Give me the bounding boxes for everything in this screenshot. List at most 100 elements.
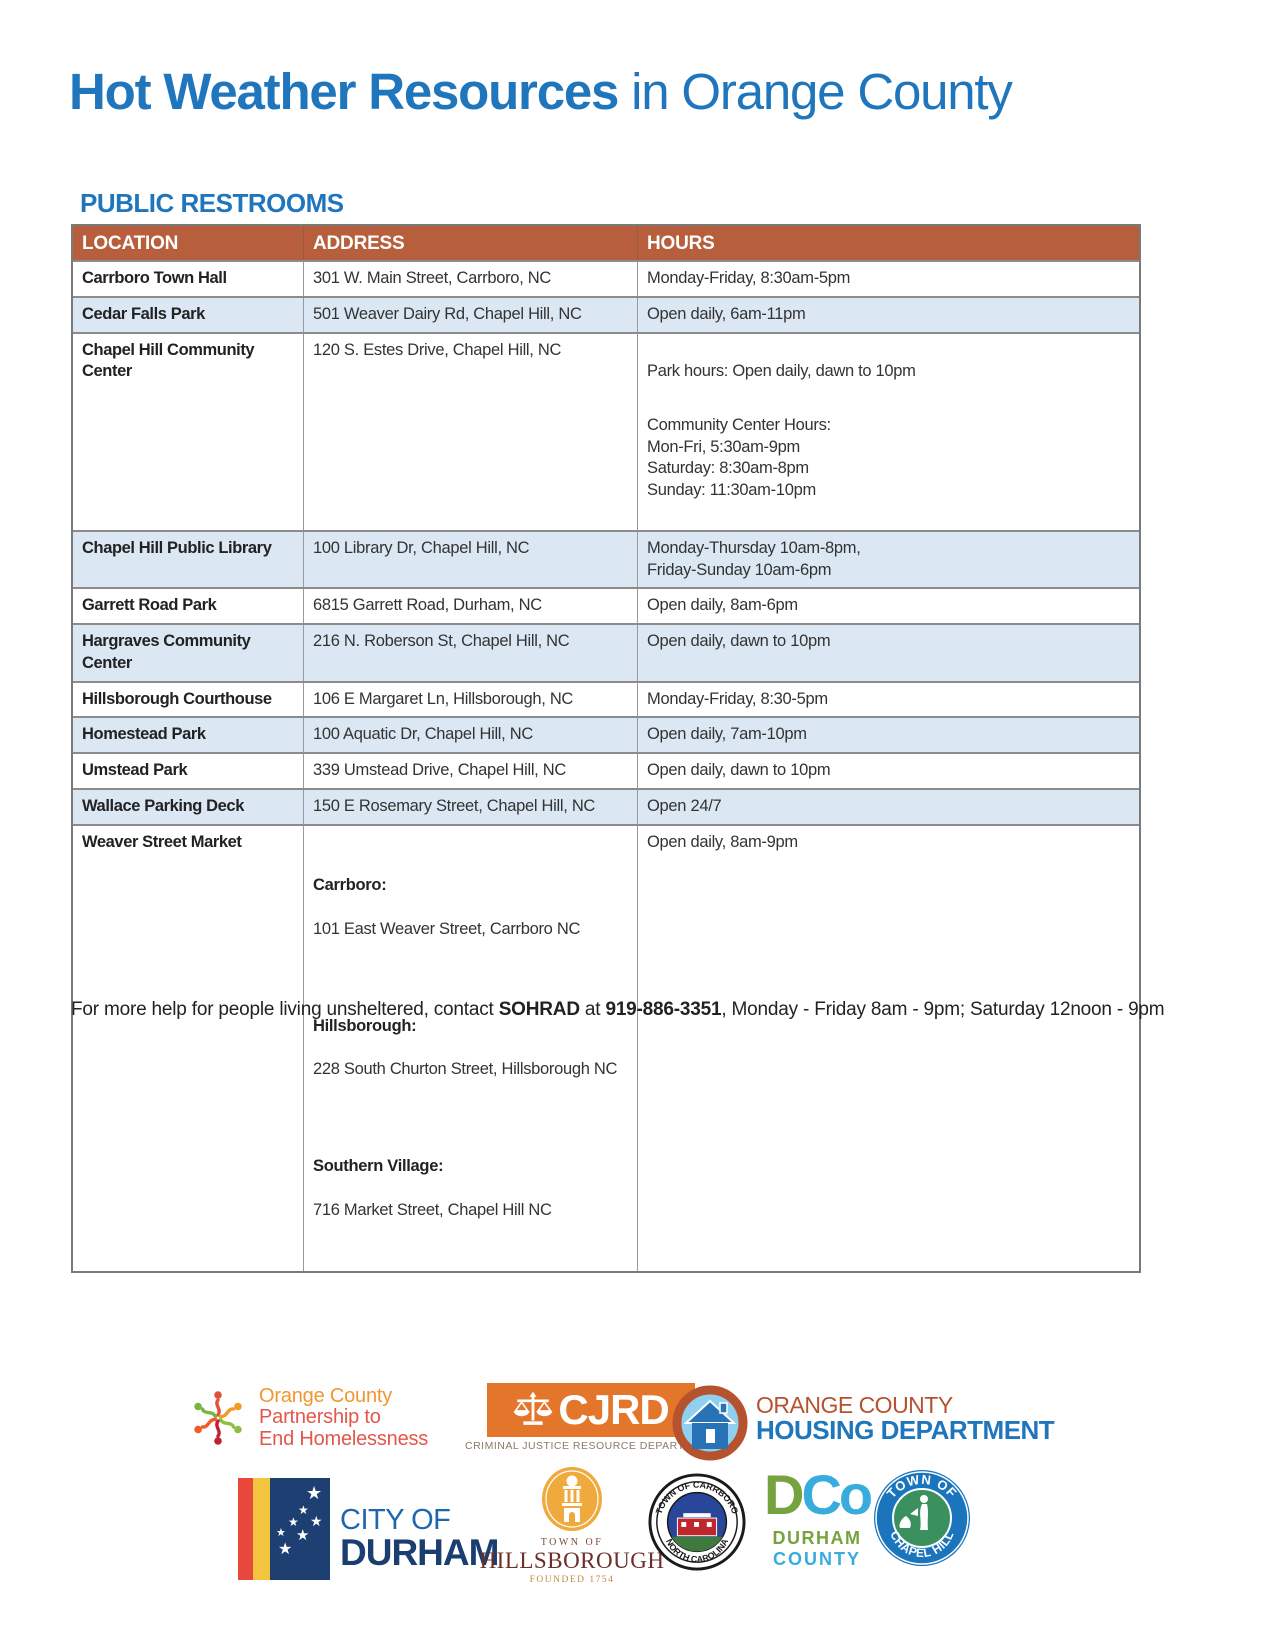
address-group-label: Carrboro:	[313, 876, 387, 895]
durham-flag-icon: ★ ★ ★ ★ ★ ★ ★	[238, 1478, 330, 1580]
address-cell: 100 Library Dr, Chapel Hill, NC	[303, 531, 637, 588]
location-cell: Homestead Park	[82, 725, 206, 744]
star-icon: ★	[288, 1515, 299, 1529]
footnote-text: , Monday - Friday 8am - 9pm; Saturday 12…	[721, 999, 1165, 1020]
address-group-line: 228 South Churton Street, Hillsborough N…	[313, 1060, 618, 1079]
logo-line: COUNTY	[773, 1549, 862, 1570]
hours-cell: Open 24/7	[637, 789, 1139, 824]
address-group: Southern Village: 716 Market Street, Cha…	[313, 1135, 628, 1244]
section-heading: PUBLIC RESTROOMS	[80, 188, 344, 218]
carrboro-seal-icon: TOWN OF CARRBORO NORTH CAROLINA	[648, 1473, 746, 1571]
table-row: Umstead Park 339 Umstead Drive, Chapel H…	[73, 752, 1139, 788]
logo-oc-housing-department: ORANGE COUNTY HOUSING DEPARTMENT	[672, 1385, 1055, 1461]
logo-city-of-durham: ★ ★ ★ ★ ★ ★ ★ CITY OF DURHAM	[238, 1478, 499, 1580]
footnote: For more help for people living unshelte…	[71, 999, 1165, 1021]
cjrd-box: CJRD	[486, 1383, 695, 1437]
scales-of-justice-icon	[514, 1391, 553, 1425]
dco-co: Co	[801, 1463, 873, 1526]
hours-cell: Monday-Friday, 8:30am-5pm	[637, 262, 1139, 296]
logo-line: HOUSING DEPARTMENT	[756, 1415, 1055, 1446]
logo-line: DURHAM	[772, 1528, 862, 1549]
flag-gold-stripe	[253, 1478, 270, 1580]
column-header-address: ADDRESS	[303, 226, 637, 261]
star-icon: ★	[276, 1527, 286, 1539]
logo-line: FOUNDED 1754	[529, 1575, 615, 1585]
people-circle-icon	[194, 1391, 242, 1445]
logo-text: Orange County Partnership to End Homeles…	[259, 1386, 428, 1450]
logo-oc-partnership-end-homelessness: Orange County Partnership to End Homeles…	[185, 1385, 428, 1451]
address-cell: 106 E Margaret Ln, Hillsborough, NC	[303, 682, 637, 717]
table-row: Carrboro Town Hall 301 W. Main Street, C…	[73, 260, 1139, 296]
logo-line: CITY OF	[340, 1504, 451, 1537]
table-row: Hargraves Community Center 216 N. Robers…	[73, 623, 1139, 681]
logo-line: DURHAM	[340, 1531, 499, 1573]
star-icon: ★	[306, 1483, 323, 1503]
table-row: Garrett Road Park 6815 Garrett Road, Dur…	[73, 587, 1139, 624]
hours-cell: Monday-Friday, 8:30-5pm	[637, 682, 1139, 717]
star-icon: ★	[298, 1503, 309, 1517]
logo-line: ORANGE COUNTY	[756, 1392, 953, 1418]
table-row: Chapel Hill Community Center 120 S. Este…	[73, 331, 1139, 530]
table-row: Wallace Parking Deck 150 E Rosemary Stre…	[73, 787, 1139, 824]
address-cell: 501 Weaver Dairy Rd, Chapel Hill, NC	[303, 297, 637, 332]
hours-cell: Open daily, 7am-10pm	[637, 718, 1139, 753]
logo-durham-county: DCo DURHAM COUNTY	[764, 1467, 873, 1570]
logo-town-of-carrboro-seal: TOWN OF CARRBORO NORTH CAROLINA	[648, 1472, 746, 1572]
logo-line: End Homelessness	[259, 1427, 429, 1450]
cjrd-acronym: CJRD	[558, 1386, 669, 1433]
column-header-hours: HOURS	[637, 226, 1139, 261]
star-icon: ★	[278, 1541, 293, 1558]
footnote-text: For more help for people living unshelte…	[71, 999, 499, 1020]
table-row: Hillsborough Courthouse 106 E Margaret L…	[73, 680, 1139, 717]
logo-line: Partnership to	[259, 1406, 381, 1429]
dco-d: D	[764, 1463, 804, 1526]
flag-red-stripe	[238, 1478, 253, 1580]
location-cell: Chapel Hill Public Library	[82, 538, 272, 557]
address-cell: 216 N. Roberson St, Chapel Hill, NC	[303, 625, 637, 681]
hours-paragraph: Park hours: Open daily, dawn to 10pm	[647, 362, 916, 381]
address-group-label: Hillsborough:	[313, 1016, 417, 1035]
address-cell: Carrboro: 101 East Weaver Street, Carrbo…	[303, 825, 637, 1272]
hours-cell: Open daily, 8am-6pm	[637, 589, 1139, 624]
logo-town-of-hillsborough: TOWN OF HILLSBOROUGH FOUNDED 1754	[480, 1466, 664, 1585]
hours-cell: Open daily, dawn to 10pm	[637, 625, 1139, 681]
flag-star-field: ★ ★ ★ ★ ★ ★ ★	[270, 1478, 330, 1580]
logo-cjrd: CJRD CRIMINAL JUSTICE RESOURCE DEPARTMEN…	[465, 1383, 716, 1452]
hours-cell: Open daily, 8am-9pm	[637, 825, 1139, 1272]
page-title-rest: in Orange County	[618, 63, 1013, 120]
location-cell: Garrett Road Park	[82, 596, 217, 615]
footnote-text: at	[579, 999, 606, 1020]
hours-cell: Park hours: Open daily, dawn to 10pm Com…	[637, 333, 1139, 530]
address-group-line: 716 Market Street, Chapel Hill NC	[313, 1200, 552, 1219]
logo-text: CITY OF DURHAM	[340, 1504, 499, 1573]
logo-town-of-chapel-hill: TOWN OF CHAPEL HILL	[872, 1468, 972, 1568]
location-cell: Carrboro Town Hall	[82, 269, 227, 288]
table-header-row: LOCATION ADDRESS HOURS	[73, 226, 1139, 261]
column-header-location: LOCATION	[82, 233, 179, 254]
address-group: Hillsborough: 228 South Churton Street, …	[313, 994, 628, 1103]
logo-text: ORANGE COUNTY HOUSING DEPARTMENT	[756, 1392, 1055, 1446]
address-group-line: 101 East Weaver Street, Carrboro NC	[313, 919, 581, 938]
location-cell: Cedar Falls Park	[82, 304, 205, 323]
footnote-phone: 919-886-3351	[605, 999, 722, 1020]
table-row: Weaver Street Market Carrboro: 101 East …	[73, 823, 1139, 1272]
star-icon: ★	[296, 1527, 310, 1544]
table-row: Homestead Park 100 Aquatic Dr, Chapel Hi…	[73, 716, 1139, 753]
logo-line: HILLSBOROUGH	[479, 1548, 665, 1573]
address-cell: 301 W. Main Street, Carrboro, NC	[303, 262, 637, 296]
courthouse-cupola-icon	[542, 1467, 602, 1531]
cjrd-caption: CRIMINAL JUSTICE RESOURCE DEPARTMENT	[465, 1440, 717, 1452]
address-cell: 100 Aquatic Dr, Chapel Hill, NC	[303, 718, 637, 753]
page-title-bold: Hot Weather Resources	[69, 63, 619, 120]
location-cell: Hillsborough Courthouse	[82, 689, 272, 708]
location-cell: Chapel Hill Community Center	[82, 340, 255, 381]
address-group: Carrboro: 101 East Weaver Street, Carrbo…	[313, 853, 628, 962]
chapel-hill-seal-icon: TOWN OF CHAPEL HILL	[874, 1470, 970, 1566]
hours-paragraph: Community Center Hours: Mon-Fri, 5:30am-…	[647, 415, 831, 500]
location-cell: Weaver Street Market	[82, 832, 242, 851]
page-title: Hot Weather Resources in Orange County	[69, 62, 1013, 121]
location-cell: Hargraves Community Center	[82, 632, 251, 672]
logo-line: TOWN OF	[540, 1537, 604, 1548]
dco-wordmark: DCo	[764, 1467, 873, 1523]
footnote-sohrad: SOHRAD	[498, 999, 580, 1020]
